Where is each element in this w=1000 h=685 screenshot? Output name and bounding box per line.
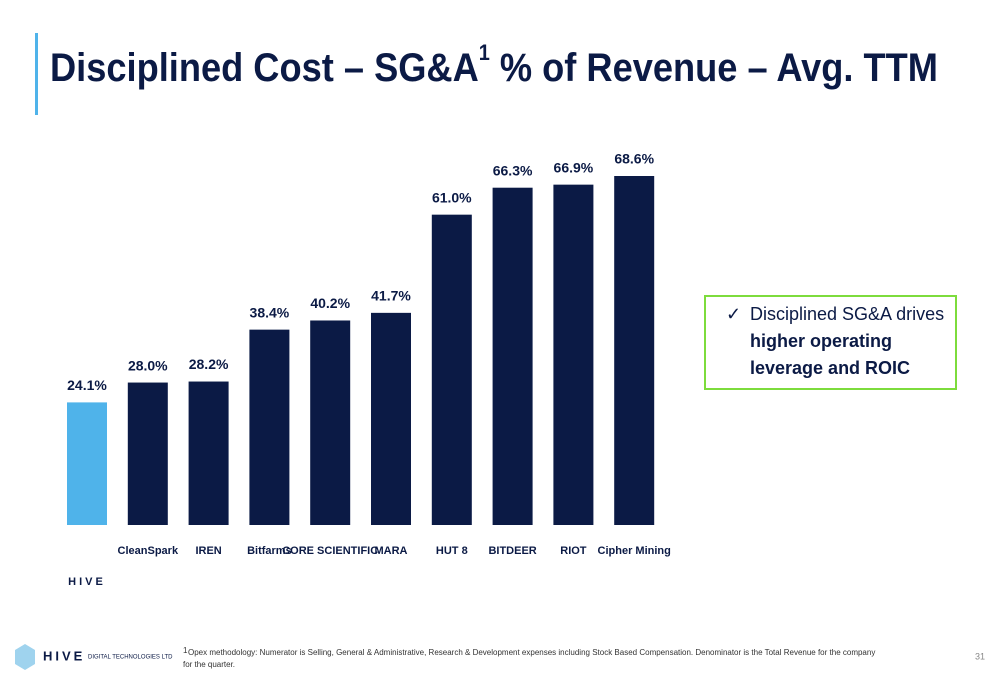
title-accent bbox=[35, 33, 38, 115]
bar bbox=[310, 320, 351, 525]
bar bbox=[614, 176, 655, 525]
title-start: Disciplined Cost – SG&A bbox=[50, 46, 479, 90]
callout-line: Disciplined SG&A drives bbox=[750, 304, 944, 324]
footnote-line: Opex methodology: Numerator is Selling, … bbox=[188, 648, 875, 657]
bar bbox=[188, 381, 229, 525]
page-number: 31 bbox=[975, 651, 985, 661]
value-label: 28.0% bbox=[128, 357, 168, 373]
value-label: 61.0% bbox=[432, 189, 472, 205]
value-label: 41.7% bbox=[371, 288, 411, 304]
callout-line: leverage and ROIC bbox=[750, 358, 910, 378]
value-label: 38.4% bbox=[250, 304, 290, 320]
company-logo: HUT 8 bbox=[436, 545, 468, 557]
footer-company: DIGITAL TECHNOLOGIES LTD bbox=[88, 655, 173, 661]
bar bbox=[553, 184, 594, 525]
company-logo: HIVE bbox=[68, 576, 106, 588]
callout-line: higher operating bbox=[750, 331, 892, 351]
value-label: 66.3% bbox=[493, 162, 533, 178]
value-label: 66.9% bbox=[554, 159, 594, 175]
bar bbox=[249, 329, 290, 525]
footnote-mark: 1 bbox=[183, 646, 188, 655]
footnote-line: for the quarter. bbox=[183, 660, 235, 669]
company-logo: Cipher Mining bbox=[598, 545, 671, 557]
bar bbox=[431, 214, 472, 525]
callout-box bbox=[704, 295, 957, 390]
title-footnote-mark: 1 bbox=[479, 40, 490, 65]
callout-check: ✓ bbox=[726, 304, 741, 324]
company-logo: CleanSpark bbox=[118, 545, 179, 557]
bar bbox=[127, 382, 168, 525]
value-label: 24.1% bbox=[67, 377, 107, 393]
value-label: 40.2% bbox=[310, 295, 350, 311]
footer-logo: HIVE bbox=[43, 648, 85, 663]
footer-logo-icon bbox=[15, 644, 35, 670]
bar bbox=[371, 312, 411, 525]
slide-title: Disciplined Cost – SG&A1 % of Revenue – … bbox=[50, 40, 938, 90]
company-logo: IREN bbox=[195, 545, 221, 557]
company-logo: CORE SCIENTIFIC bbox=[282, 545, 378, 557]
company-logo: BITDEER bbox=[488, 545, 536, 557]
value-label: 28.2% bbox=[189, 356, 229, 372]
title-end: % of Revenue – Avg. TTM bbox=[490, 46, 938, 90]
bar bbox=[492, 187, 533, 525]
bar bbox=[67, 402, 107, 525]
company-logo: MARA bbox=[375, 545, 408, 557]
value-label: 68.6% bbox=[614, 151, 654, 167]
company-logo: RIOT bbox=[560, 545, 587, 557]
company-logo: Bitfarms bbox=[247, 545, 292, 557]
